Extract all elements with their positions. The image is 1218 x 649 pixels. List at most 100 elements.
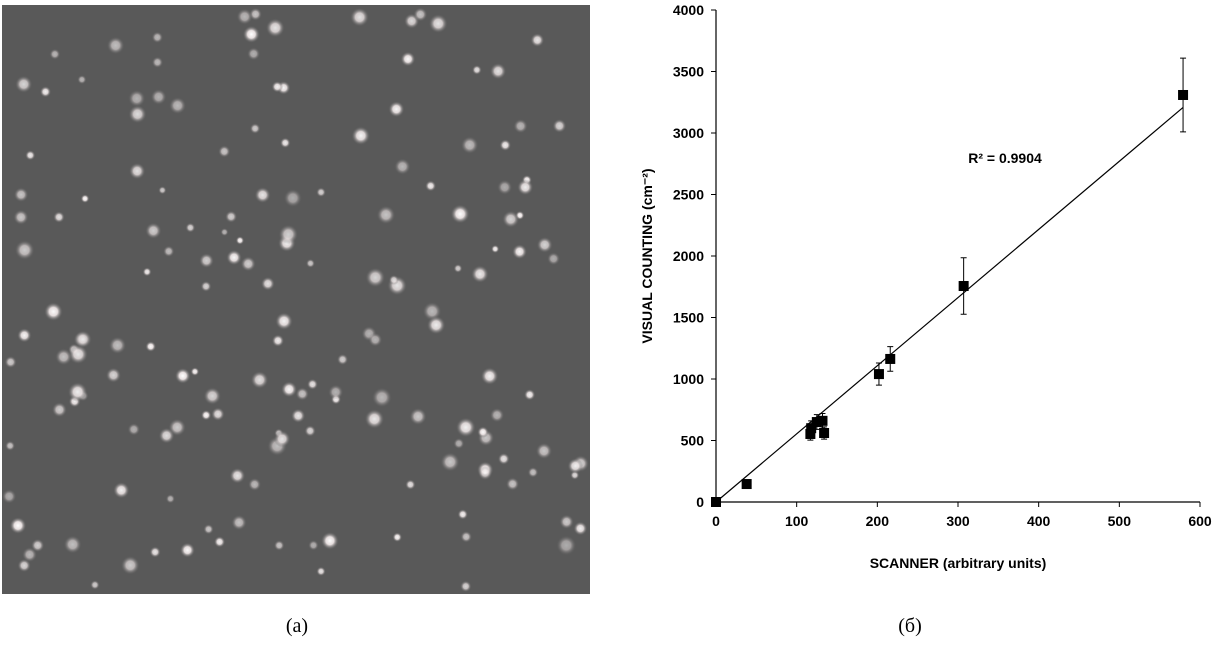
bright-spot — [149, 546, 161, 558]
bright-spot — [68, 344, 88, 365]
bright-spot — [480, 367, 499, 385]
bright-spot — [106, 36, 125, 55]
bright-spot — [120, 555, 140, 575]
y-tick-label: 500 — [681, 433, 705, 449]
bright-spot — [142, 267, 152, 277]
bright-spot — [242, 25, 261, 43]
bright-spot — [328, 384, 344, 400]
bright-spot — [218, 145, 231, 158]
bright-spot — [305, 258, 316, 268]
bright-spot — [409, 407, 427, 426]
trendline — [715, 106, 1184, 503]
bright-spot — [460, 136, 479, 154]
bright-spot — [316, 187, 326, 198]
bright-spot — [55, 348, 73, 366]
bright-spot — [168, 97, 187, 115]
bright-spot — [254, 186, 271, 204]
bright-spot — [211, 407, 225, 421]
marker — [958, 281, 969, 292]
bright-spot — [247, 47, 261, 61]
bright-spot — [388, 274, 399, 285]
bright-spot — [271, 81, 284, 93]
y-tick-label: 3000 — [673, 125, 704, 141]
bright-spot — [279, 137, 291, 149]
bright-spot — [151, 31, 164, 44]
bright-spot — [364, 409, 385, 429]
bright-spot — [108, 336, 127, 355]
bright-spot — [127, 423, 141, 436]
bright-spot — [460, 580, 472, 593]
bright-spot — [9, 517, 27, 534]
caption: (a) — [286, 615, 308, 637]
y-tick-label: 2500 — [673, 187, 704, 203]
bright-spot — [158, 186, 167, 195]
bright-spot — [471, 65, 482, 75]
bright-spot — [471, 265, 489, 283]
bright-spot — [497, 179, 513, 195]
bright-spot — [428, 14, 448, 34]
y-axis-label: VISUAL COUNTING (cm⁻²) — [639, 168, 655, 343]
chart: 0 500 1000 1500 2000 2500 3000 3500 4000 0 100 200 3… — [639, 2, 1212, 571]
bright-spot — [489, 407, 505, 423]
bright-spot — [368, 332, 383, 347]
bright-spot — [304, 425, 316, 437]
bright-spot — [22, 547, 38, 563]
bright-spot — [453, 263, 463, 273]
bright-spot — [405, 479, 416, 490]
bright-spot — [13, 187, 29, 203]
bright-spot — [145, 341, 157, 352]
bright-spot — [105, 367, 122, 383]
bright-spot — [145, 222, 162, 239]
marker — [805, 428, 816, 439]
bright-spot — [320, 531, 339, 550]
x-tick-label: 300 — [946, 513, 970, 529]
bright-spot — [213, 536, 226, 548]
bright-spot — [460, 530, 473, 543]
bright-spot — [394, 158, 411, 175]
x-tick-label: 200 — [866, 513, 890, 529]
bright-spot — [53, 211, 65, 223]
bright-spot — [90, 580, 100, 590]
bright-spot — [376, 205, 396, 225]
y-tick-label: 3500 — [673, 64, 704, 80]
bright-spot — [226, 249, 242, 266]
bright-spot — [425, 180, 437, 192]
bright-spot — [128, 105, 147, 124]
bright-spot — [440, 452, 460, 472]
bright-spot — [165, 494, 176, 504]
bright-spot — [308, 540, 319, 551]
bright-spot — [499, 139, 512, 151]
bright-spot — [502, 210, 520, 228]
bright-spot — [199, 253, 214, 269]
bright-spot — [128, 89, 146, 108]
bright-spot — [450, 204, 470, 224]
bright-spot — [49, 48, 61, 60]
bright-spot — [80, 194, 90, 204]
bright-spot — [527, 466, 539, 478]
bright-spot — [275, 312, 293, 330]
bright-spot — [74, 330, 92, 348]
bright-spot — [163, 245, 175, 258]
bright-spot — [271, 334, 285, 347]
marker — [873, 369, 884, 380]
x-tick-label: 500 — [1108, 513, 1132, 529]
bright-spot — [457, 509, 469, 520]
bright-spot — [372, 387, 392, 408]
x-tick-label: 600 — [1188, 513, 1212, 529]
x-tick-label: 0 — [712, 513, 720, 529]
bright-spot — [113, 482, 130, 499]
bright-spot — [573, 521, 588, 536]
bright-spot — [426, 315, 446, 335]
bright-spot — [63, 535, 82, 554]
micrograph — [1, 5, 590, 594]
x-axis-label: SCANNER (arbitrary units) — [870, 555, 1047, 571]
micrograph-background — [2, 5, 590, 594]
bright-spot — [291, 408, 306, 423]
bright-spot — [13, 209, 29, 225]
annotation: R² = 0.9904 — [968, 150, 1042, 166]
bright-spot — [556, 535, 577, 556]
marker — [1178, 89, 1189, 100]
bright-spot — [179, 542, 196, 558]
